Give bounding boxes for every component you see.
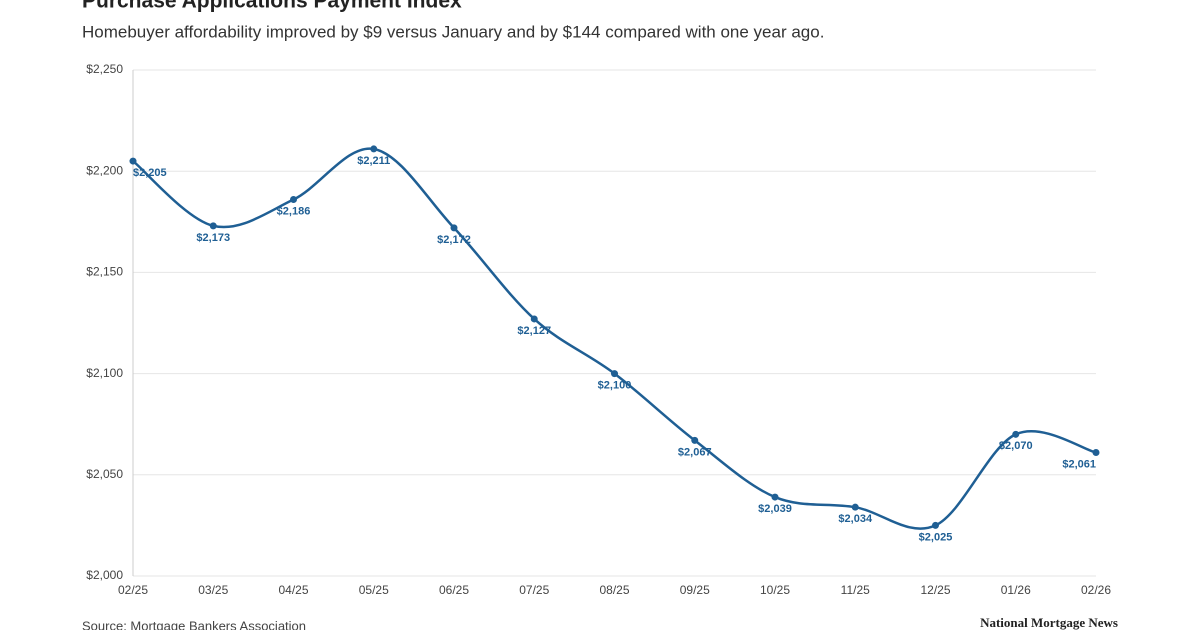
data-point — [450, 224, 458, 232]
x-tick-label: 03/25 — [198, 583, 228, 597]
y-tick-label: $2,250 — [86, 62, 123, 76]
data-point — [932, 521, 939, 529]
data-label: $2,127 — [517, 325, 551, 337]
y-tick-label: $2,000 — [86, 568, 123, 582]
x-tick-label: 01/26 — [1001, 583, 1031, 597]
data-point — [691, 436, 699, 444]
data-point — [530, 315, 538, 323]
x-tick-label: 11/25 — [841, 583, 870, 597]
x-tick-label: 08/25 — [599, 583, 629, 597]
data-point — [290, 196, 297, 204]
x-tick-label: 10/25 — [760, 583, 790, 597]
data-point — [771, 493, 779, 501]
data-point — [1012, 430, 1020, 438]
data-point — [209, 222, 217, 230]
data-label: $2,061 — [1062, 458, 1096, 470]
data-point — [370, 145, 378, 153]
x-tick-label: 05/25 — [359, 583, 389, 597]
y-tick-label: $2,100 — [86, 366, 123, 380]
y-tick-label: $2,150 — [86, 265, 123, 279]
data-label: $2,211 — [357, 155, 390, 167]
data-label: $2,070 — [999, 440, 1033, 452]
x-tick-label: 06/25 — [439, 583, 469, 597]
x-tick-label: 07/25 — [519, 583, 549, 597]
brand-logo: National Mortgage News — [980, 615, 1118, 630]
data-label: $2,034 — [838, 513, 873, 525]
data-label: $2,172 — [437, 234, 471, 246]
x-tick-label: 04/25 — [278, 583, 308, 597]
data-label: $2,067 — [678, 446, 712, 458]
data-label: $2,205 — [133, 167, 167, 179]
data-label: $2,100 — [598, 380, 632, 392]
chart-title: Purchase Applications Payment Index — [82, 0, 462, 13]
data-point — [1092, 449, 1100, 457]
data-label: $2,173 — [196, 232, 230, 244]
data-point — [129, 157, 137, 165]
y-tick-label: $2,050 — [86, 467, 123, 481]
data-point — [851, 503, 859, 511]
data-label: $2,186 — [277, 205, 311, 217]
x-tick-label: 09/25 — [680, 583, 710, 597]
x-tick-label: 12/25 — [920, 583, 950, 597]
x-tick-label: 02/26 — [1081, 583, 1111, 597]
data-point — [611, 370, 618, 378]
x-tick-label: 02/25 — [118, 583, 148, 597]
chart-subtitle: Homebuyer affordability improved by $9 v… — [82, 22, 824, 41]
source-note: Source: Mortgage Bankers Association — [82, 618, 306, 630]
data-label: $2,039 — [758, 503, 792, 515]
data-label: $2,025 — [919, 531, 953, 543]
y-tick-label: $2,200 — [86, 163, 123, 177]
